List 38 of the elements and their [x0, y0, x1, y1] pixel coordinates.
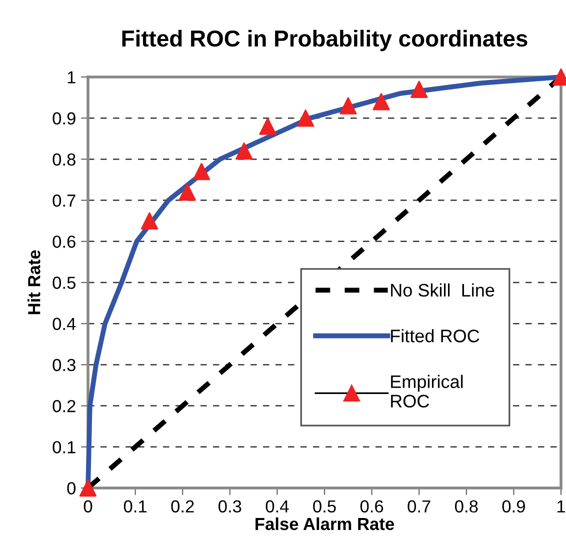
point: [296, 109, 314, 127]
x-tick-label: 0.6: [360, 500, 384, 513]
legend-label: No Skill Line: [391, 283, 494, 297]
point: [340, 97, 357, 114]
point: [79, 479, 97, 497]
x-tick-label: 0.3: [218, 500, 242, 513]
legend-label: Fitted ROC: [391, 329, 480, 342]
y-tick-label: 0.4: [52, 318, 76, 330]
x-tick-label: 0.5: [313, 500, 336, 513]
x-tick-label: 0.4: [266, 500, 289, 513]
y-tick-label: 0.3: [52, 358, 76, 372]
y-axis-title: Hit Rate: [28, 250, 40, 314]
y-tick-label: 0.9: [52, 112, 76, 125]
point: [259, 118, 276, 135]
y-tick-label: 0.5: [52, 276, 76, 289]
y-tick-label: 1: [68, 71, 76, 84]
x-tick-label: 0.9: [502, 500, 525, 513]
y-tick-label: 0.7: [52, 194, 76, 207]
x-axis-title: False Alarm Rate: [256, 517, 394, 530]
y-tick-label: 0: [67, 482, 76, 494]
y-tick-label: 0.2: [52, 400, 76, 412]
x-tick-label: 1: [557, 500, 565, 512]
y-tick-label: 0.8: [52, 153, 76, 166]
chart-title: Fitted ROC in Probability coordinates: [122, 30, 528, 52]
x-tick-label: 0.8: [455, 500, 478, 513]
point: [235, 142, 253, 160]
point: [192, 162, 210, 180]
x-tick-label: 0.2: [171, 500, 194, 513]
point: [372, 93, 390, 110]
y-tick-label: 0.6: [52, 236, 76, 248]
x-tick-label: 0.7: [408, 500, 430, 513]
point: [140, 212, 158, 230]
y-tick-label: 0.1: [52, 441, 76, 454]
x-tick-label: 0: [84, 500, 92, 513]
legend-label: Empirical ROC: [391, 374, 463, 408]
point: [178, 183, 196, 201]
x-tick-label: 0.1: [124, 500, 147, 513]
point: [410, 80, 428, 98]
